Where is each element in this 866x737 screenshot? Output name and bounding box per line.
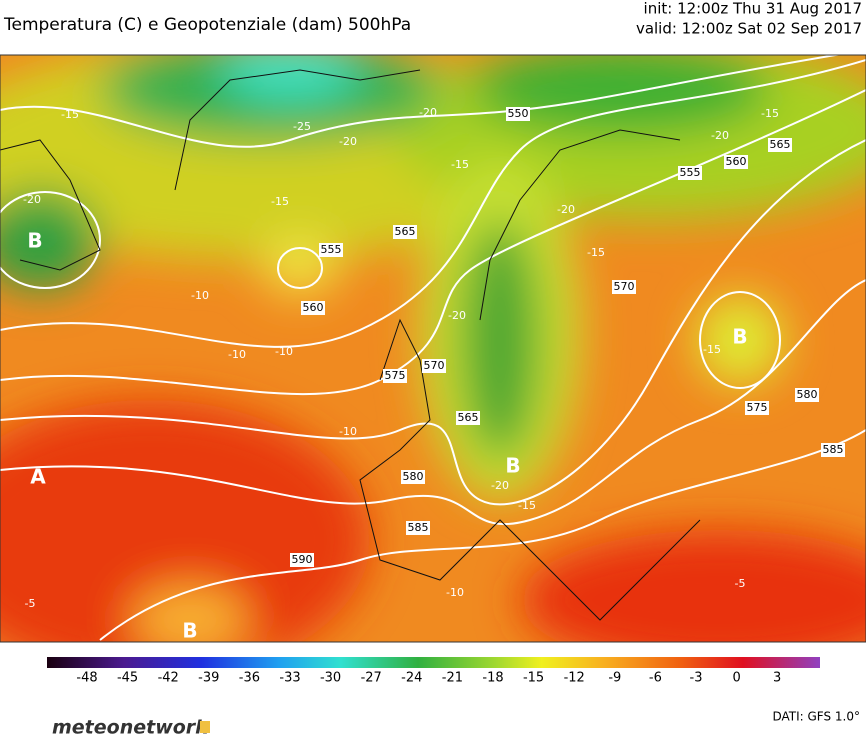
coastlines <box>0 69 701 621</box>
label-box <box>290 553 314 567</box>
label-box <box>406 521 430 535</box>
contour-label: 565 <box>458 411 479 424</box>
colorbar-tick-label: -18 <box>482 671 503 686</box>
label-box <box>383 369 407 383</box>
contour-label: 590 <box>292 553 313 566</box>
title: Temperatura (C) e Geopotenziale (dam) 50… <box>3 15 411 35</box>
label-box <box>393 225 417 239</box>
contour-label: -20 <box>448 309 466 322</box>
map-frame <box>0 54 866 643</box>
contour-label: 575 <box>385 369 406 382</box>
contour-label: -15 <box>451 158 469 171</box>
pressure-center: B <box>182 619 197 643</box>
colorbar-tick-label: -21 <box>442 671 463 686</box>
contour-label: 565 <box>395 225 416 238</box>
colorbar-tick-label: -15 <box>523 671 544 686</box>
colorbar-tick-label: -42 <box>158 671 179 686</box>
contour-label: -20 <box>711 129 729 142</box>
contours <box>0 55 866 641</box>
contour-label: -20 <box>23 193 41 206</box>
valid-time: valid: 12:00z Sat 02 Sep 2017 <box>636 20 862 38</box>
contour-label: 570 <box>614 280 635 293</box>
label-box <box>301 301 325 315</box>
logo: meteonetwork <box>52 717 209 737</box>
contour-label: -25 <box>293 120 311 133</box>
label-box <box>319 243 343 257</box>
pressure-center: A <box>30 465 46 489</box>
contour-label: -10 <box>446 586 464 599</box>
colorbar-tick-label: -24 <box>401 671 422 686</box>
colorbar-tick-label: -48 <box>76 671 97 686</box>
contour-label: 575 <box>747 401 768 414</box>
label-box <box>612 280 636 294</box>
contour-label: 560 <box>303 301 324 314</box>
contour-label: 580 <box>403 470 424 483</box>
label-box <box>768 138 792 152</box>
colorbar-tick-label: -30 <box>320 671 341 686</box>
contour-label: 550 <box>508 107 529 120</box>
label-box <box>456 411 480 425</box>
data-source: DATI: GFS 1.0° <box>772 710 860 724</box>
init-time: init: 12:00z Thu 31 Aug 2017 <box>644 0 862 18</box>
contour-label: -5 <box>25 597 36 610</box>
contour-label: 585 <box>823 443 844 456</box>
contour-label: 560 <box>726 155 747 168</box>
colorbar-tick-label: -12 <box>564 671 585 686</box>
contour-label: -20 <box>419 106 437 119</box>
pressure-center: B <box>505 454 520 478</box>
contour-label: -20 <box>491 479 509 492</box>
colorbar-tick-label: -36 <box>239 671 260 686</box>
contour-label: -20 <box>557 203 575 216</box>
contour-label: -10 <box>191 289 209 302</box>
label-box <box>795 388 819 402</box>
label-box <box>422 359 446 373</box>
contour-label: 555 <box>680 166 701 179</box>
contour-label: -10 <box>228 348 246 361</box>
colorbar-tick-label: 0 <box>732 671 740 686</box>
colorbar-tick-label: 3 <box>773 671 781 686</box>
colorbar-tick-label: -3 <box>690 671 703 686</box>
contour-label: -15 <box>703 343 721 356</box>
contour-label: -15 <box>761 107 779 120</box>
label-box <box>821 443 845 457</box>
pressure-center: B <box>27 229 42 253</box>
contour-label: 570 <box>424 359 445 372</box>
contour-label: -15 <box>587 246 605 259</box>
colorbar-tick-label: -6 <box>649 671 662 686</box>
colorbar-tick-label: -33 <box>279 671 300 686</box>
contour-label: 565 <box>770 138 791 151</box>
label-box <box>745 401 769 415</box>
contour-label: -5 <box>735 577 746 590</box>
label-box <box>678 166 702 180</box>
colorbar-tick-label: -39 <box>198 671 219 686</box>
contour-label: 555 <box>321 243 342 256</box>
label-box <box>506 107 530 121</box>
colorbar-tick-label: -45 <box>117 671 138 686</box>
contour-label: -10 <box>339 425 357 438</box>
contour-label: -15 <box>271 195 289 208</box>
logo-mark <box>200 721 210 733</box>
contour-label: -20 <box>339 135 357 148</box>
label-box <box>724 155 748 169</box>
contour-label: -15 <box>61 108 79 121</box>
label-box <box>401 470 425 484</box>
colorbar-tick-label: -27 <box>361 671 382 686</box>
colorbar <box>47 657 820 668</box>
contour-label: 585 <box>408 521 429 534</box>
map: 550 555 560 565 -15 -20 -15 555 565 560 570 575 565 5… <box>0 55 866 643</box>
contour-label: 580 <box>797 388 818 401</box>
contour-label: -10 <box>275 345 293 358</box>
pressure-center: B <box>732 325 747 349</box>
colorbar-tick-label: -9 <box>608 671 621 686</box>
contour-label: -15 <box>518 499 536 512</box>
